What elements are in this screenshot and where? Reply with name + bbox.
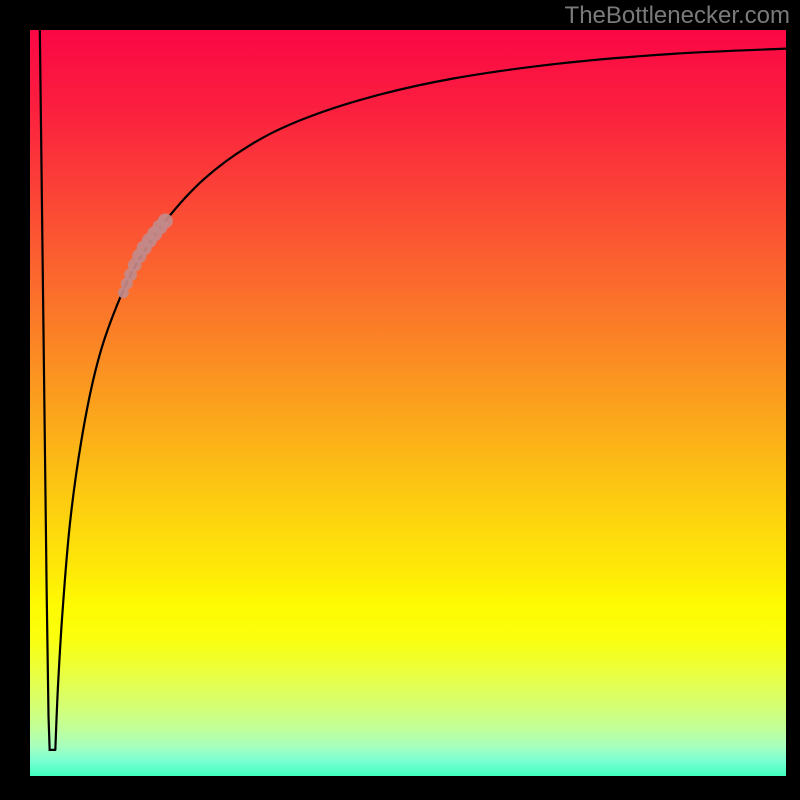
plot-border-left — [0, 0, 30, 800]
watermark-text: TheBottlenecker.com — [565, 2, 790, 30]
plot-border-right — [786, 0, 800, 800]
plot-svg — [30, 30, 786, 776]
gradient-background — [30, 30, 786, 776]
chart-container: TheBottlenecker.com — [0, 0, 800, 800]
plot-area — [30, 30, 786, 776]
plot-border-bottom — [0, 776, 800, 800]
